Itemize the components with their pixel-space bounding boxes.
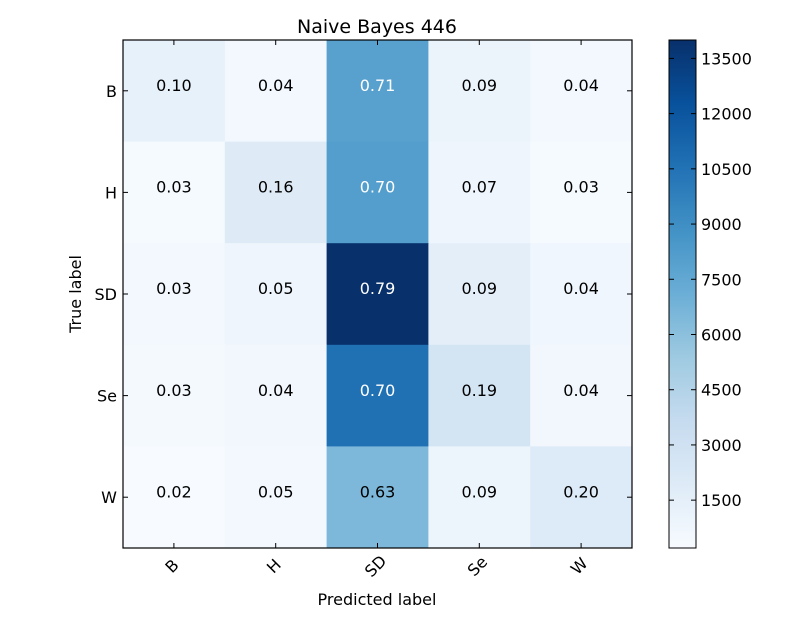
colorbar xyxy=(668,39,697,549)
colorbar-tick-label: 3000 xyxy=(701,436,742,455)
heatmap-cell xyxy=(326,141,429,244)
heatmap-cell xyxy=(123,344,226,447)
cell-value-label: 0.70 xyxy=(360,381,396,400)
y-tick-label: H xyxy=(105,183,117,202)
cell-value-label: 0.05 xyxy=(258,482,294,501)
cell-value-label: 0.03 xyxy=(156,381,192,400)
cell-value-label: 0.04 xyxy=(563,279,599,298)
heatmap-cell xyxy=(326,446,429,549)
heatmap-cell xyxy=(428,344,531,447)
heatmap-cell xyxy=(530,446,633,549)
cell-value-label: 0.03 xyxy=(563,178,599,197)
heatmap-cell xyxy=(428,446,531,549)
x-axis-label: Predicted label xyxy=(318,590,437,609)
cell-value-label: 0.09 xyxy=(461,279,497,298)
heatmap-cell xyxy=(530,243,633,346)
y-axis-label: True label xyxy=(66,255,85,334)
heatmap-cell xyxy=(224,243,328,346)
cell-value-label: 0.16 xyxy=(258,178,294,197)
x-tick-label: SD xyxy=(361,551,390,580)
heatmap-cell xyxy=(224,40,328,143)
cell-value-label: 0.20 xyxy=(563,482,599,501)
colorbar-ticks: 1500 3000 4500 6000 7500 9000 10500 12000 13500 xyxy=(669,49,752,510)
heatmap-cell xyxy=(123,243,226,346)
chart-title: Naive Bayes 446 xyxy=(297,16,457,38)
heatmap-cell xyxy=(428,40,531,143)
colorbar-tick-label: 6000 xyxy=(701,325,742,344)
heatmap-cell xyxy=(428,141,531,244)
heatmap-cell xyxy=(224,446,328,549)
heatmap-cell xyxy=(123,40,226,143)
cell-value-label: 0.04 xyxy=(258,76,294,95)
cell-value-label: 0.02 xyxy=(156,482,192,501)
cell-value-label: 0.05 xyxy=(258,279,294,298)
cell-value-label: 0.63 xyxy=(360,482,396,501)
heatmap-cells: 0.10 0.04 0.71 0.09 0.04 0.03 0.16 0.70 0.07 0.03… xyxy=(123,40,633,549)
cell-value-label: 0.04 xyxy=(563,76,599,95)
cell-value-label: 0.07 xyxy=(461,178,497,197)
cell-value-label: 0.03 xyxy=(156,279,192,298)
colorbar-tick-label: 9000 xyxy=(701,215,742,234)
heatmap-cell xyxy=(224,344,328,447)
heatmap-cell xyxy=(326,40,429,143)
cell-value-label: 0.10 xyxy=(156,76,192,95)
x-tick-label: W xyxy=(567,554,592,579)
cell-value-label: 0.09 xyxy=(461,482,497,501)
cell-value-label: 0.09 xyxy=(461,76,497,95)
cell-value-label: 0.71 xyxy=(360,76,396,95)
heatmap-cell xyxy=(326,243,429,346)
x-tick-label: B xyxy=(161,556,182,577)
heatmap-cell xyxy=(530,344,633,447)
x-tick-label: H xyxy=(263,555,285,577)
heatmap-cell xyxy=(123,446,226,549)
heatmap-cell xyxy=(326,344,429,447)
heatmap-cell xyxy=(123,141,226,244)
y-tick-label: B xyxy=(106,82,117,101)
colorbar-tick-label: 13500 xyxy=(701,49,752,68)
cell-value-label: 0.03 xyxy=(156,178,192,197)
heatmap-cell xyxy=(224,141,328,244)
heatmap-cell xyxy=(428,243,531,346)
y-tick-label: Se xyxy=(97,387,117,406)
cell-value-label: 0.70 xyxy=(360,178,396,197)
cell-value-label: 0.04 xyxy=(258,381,294,400)
x-tick-label: Se xyxy=(464,552,492,580)
y-tick-label: SD xyxy=(95,285,117,304)
colorbar-tick-label: 4500 xyxy=(701,381,742,400)
heatmap-cell xyxy=(530,141,633,244)
colorbar-tick-label: 10500 xyxy=(701,160,752,179)
cell-value-label: 0.79 xyxy=(360,279,396,298)
cell-value-label: 0.19 xyxy=(461,381,497,400)
cell-value-label: 0.04 xyxy=(563,381,599,400)
heatmap-cell xyxy=(530,40,633,143)
y-tick-label: W xyxy=(101,488,117,507)
colorbar-tick-label: 7500 xyxy=(701,270,742,289)
colorbar-tick-label: 1500 xyxy=(701,491,742,510)
colorbar-tick-label: 12000 xyxy=(701,105,752,124)
